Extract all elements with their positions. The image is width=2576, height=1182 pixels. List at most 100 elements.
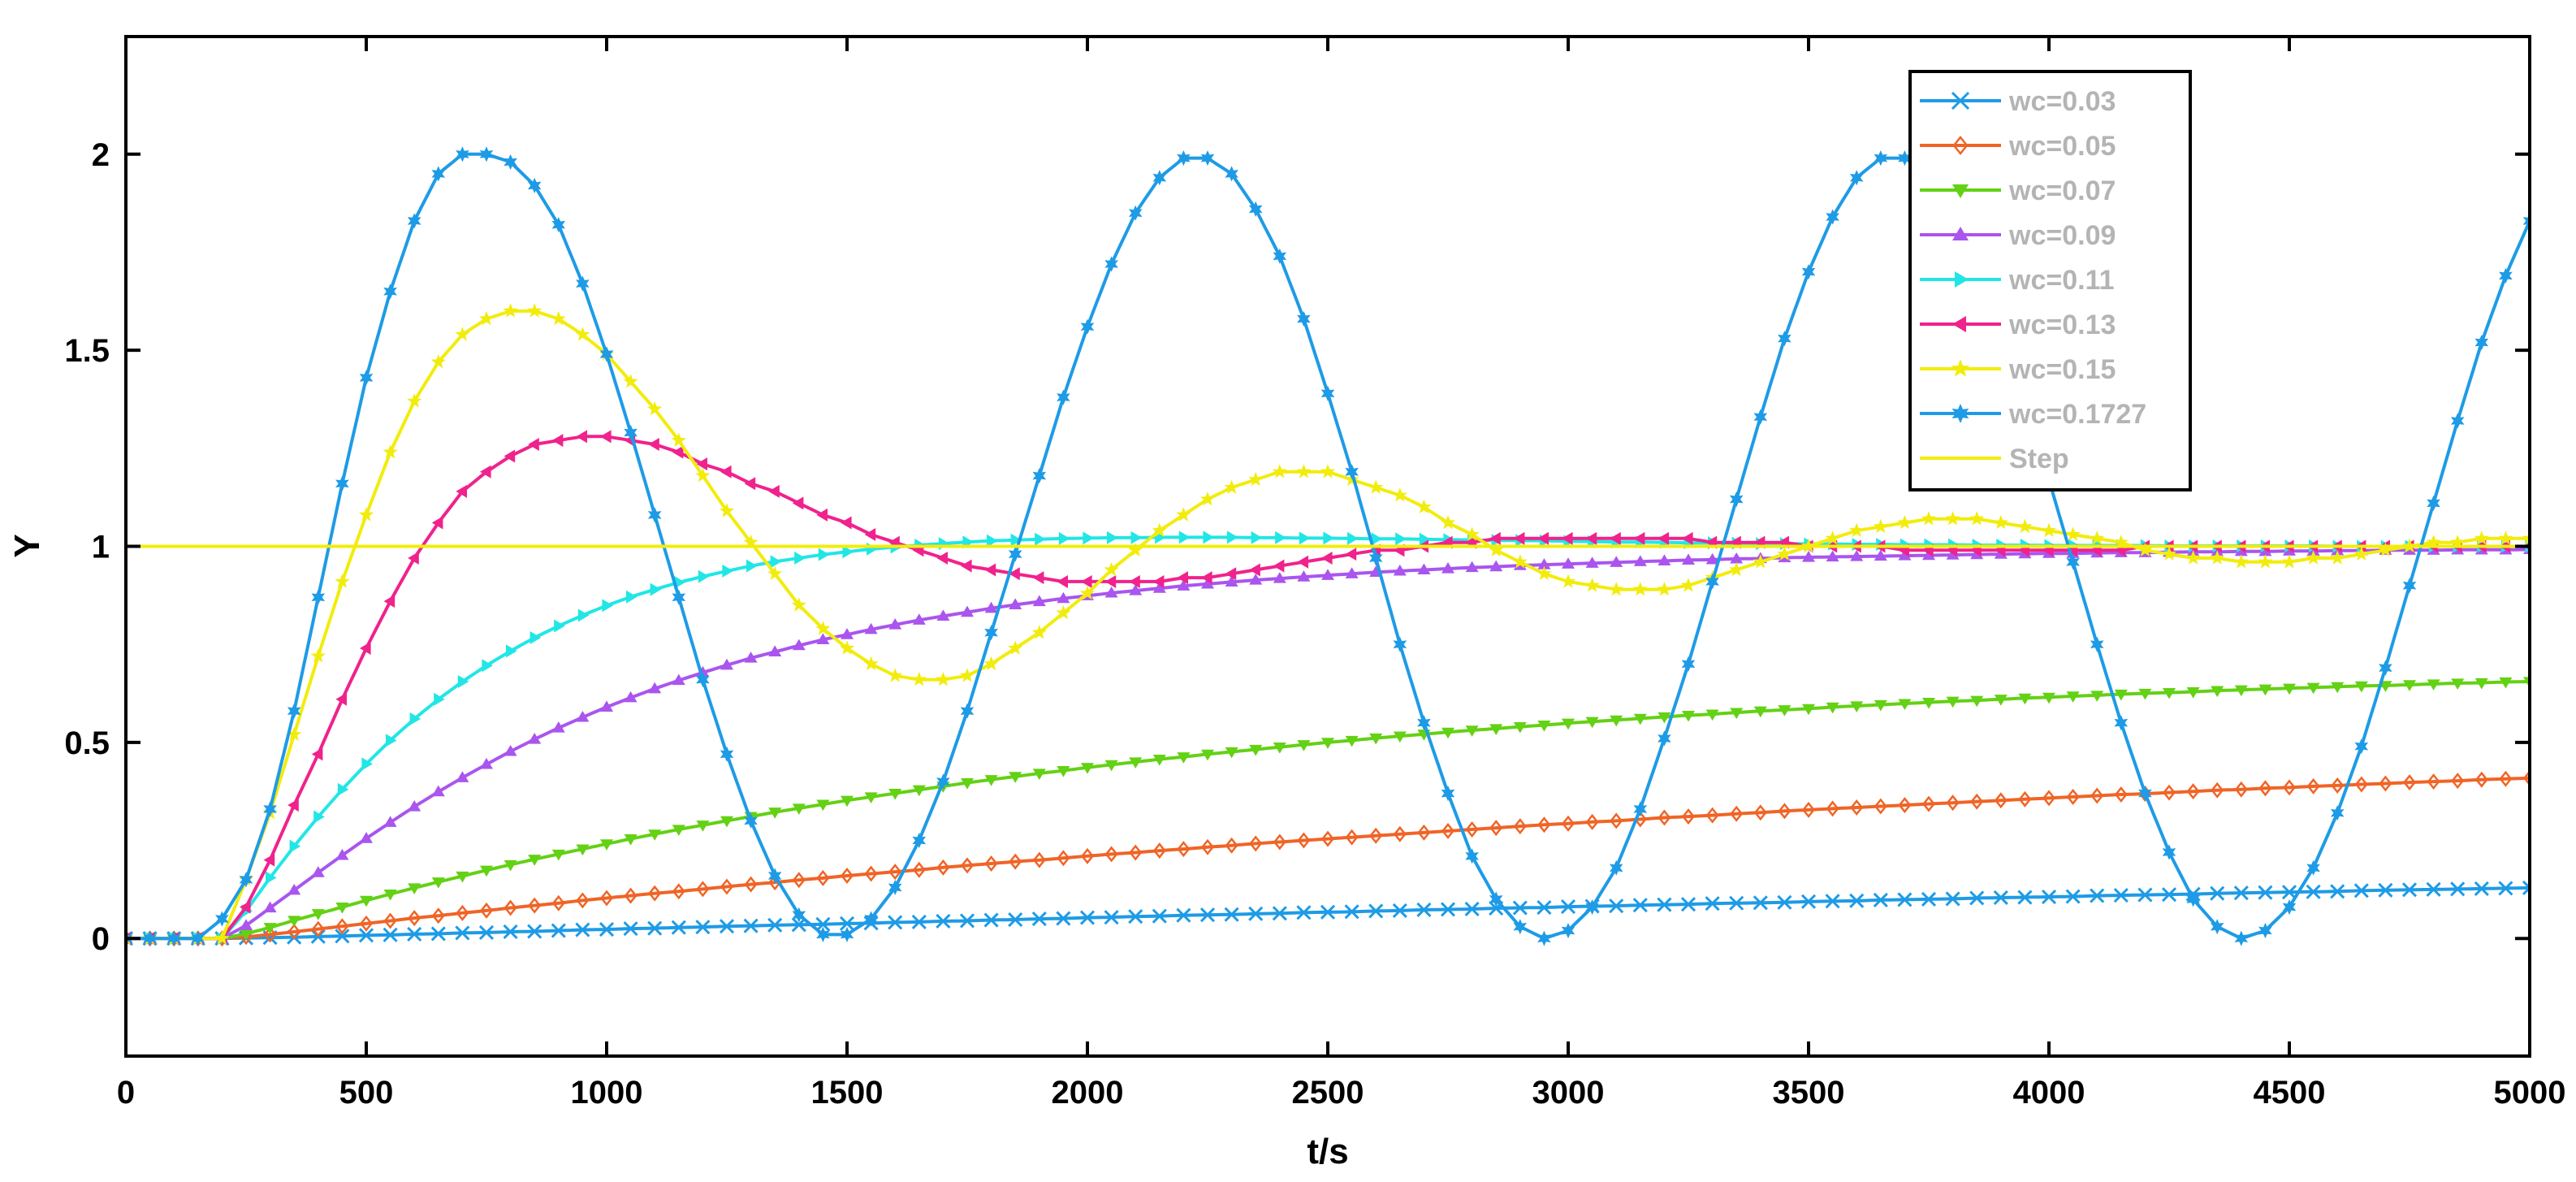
- series-wc-0-03-point: [1777, 894, 1792, 910]
- series-wc-0-07-point: [888, 788, 902, 800]
- series-wc-0-15-point: [1632, 582, 1648, 596]
- series-wc-0-05-point: [1489, 820, 1503, 837]
- series-wc-0-03-point: [888, 915, 903, 930]
- series-wc-0-15-point: [407, 393, 422, 408]
- series-wc-0-11-point: [602, 599, 613, 613]
- series-wc-0-05-point: [2499, 770, 2513, 787]
- series-wc-0-07-point: [1730, 708, 1744, 720]
- series-wc-0-1727-point: [143, 930, 157, 946]
- series-wc-0-09-point: [2234, 544, 2248, 556]
- series-wc-0-09-point: [287, 883, 301, 895]
- series-wc-0-13-point: [383, 595, 395, 608]
- series-wc-0-15-point: [1128, 542, 1143, 557]
- series-wc-0-15-point: [503, 303, 518, 318]
- series-wc-0-11-point: [770, 555, 782, 569]
- series-wc-0-07-point: [2066, 691, 2080, 703]
- series-wc-0-1727-point: [576, 275, 590, 292]
- series-wc-0-15-point: [2426, 535, 2441, 549]
- series-wc-0-03-point: [1849, 893, 1865, 908]
- series-wc-0-03-point: [1392, 903, 1407, 918]
- series-wc-0-05-point: [2114, 786, 2128, 803]
- series-wc-0-09-point: [1537, 558, 1551, 569]
- series-wc-0-07-point: [2499, 677, 2513, 689]
- series-wc-0-03-point: [936, 913, 951, 929]
- series-wc-0-07-point: [1441, 727, 1454, 739]
- y-tick-label: 0: [92, 921, 110, 957]
- series-wc-0-09-point: [1249, 574, 1263, 585]
- series-wc-0-09-point: [864, 622, 878, 634]
- series-wc-0-1727-point: [2402, 578, 2417, 594]
- series-wc-0-13-point: [1081, 574, 1092, 588]
- series-wc-0-07-point: [504, 859, 517, 872]
- series-wc-0-03-point: [647, 920, 663, 936]
- series-wc-0-1727-point: [1393, 636, 1407, 652]
- series-wc-0-09-point: [1032, 595, 1046, 607]
- series-wc-0-05-point: [1225, 837, 1238, 854]
- series-wc-0-03-point: [1825, 894, 1840, 909]
- series-wc-0-15-point: [1921, 511, 1937, 526]
- series-wc-0-15-point: [1897, 514, 1913, 530]
- series-wc-0-03-point: [2210, 885, 2225, 901]
- series-wc-0-03-point: [959, 913, 975, 929]
- series-wc-0-09-point: [311, 866, 325, 877]
- series-wc-0-1727-point: [504, 154, 517, 171]
- series-wc-0-15-point: [1320, 464, 1336, 478]
- series-wc-0-03-point: [575, 922, 590, 937]
- series-wc-0-05-point: [1177, 841, 1191, 858]
- series-wc-0-07-point: [1104, 760, 1118, 772]
- series-wc-0-05-point: [1297, 832, 1311, 849]
- series-wc-0-05-point: [1465, 821, 1479, 838]
- series-wc-0-09-point: [768, 645, 782, 656]
- series-wc-0-15-point: [2498, 530, 2513, 545]
- series-wc-0-15-point: [2522, 530, 2530, 545]
- series-wc-0-03-point: [1993, 890, 2008, 906]
- series-wc-0-09-point: [1850, 550, 1864, 561]
- series-wc-0-15-point: [959, 668, 975, 682]
- series-wc-0-11-point: [577, 608, 590, 622]
- series-wc-0-13-point: [1225, 567, 1237, 581]
- series-wc-0-09-point: [1297, 570, 1311, 582]
- series-wc-0-07-point: [1994, 695, 2008, 706]
- series-wc-0-03-point: [1031, 911, 1047, 927]
- series-wc-0-13-point: [1104, 574, 1117, 588]
- series-wc-0-07-point: [984, 775, 998, 786]
- series-wc-0-1727-point: [215, 911, 229, 927]
- series-wc-0-03-point: [2041, 889, 2057, 905]
- series-wc-0-15-point: [1680, 578, 1696, 592]
- series-wc-0-1727-point: [2162, 844, 2176, 860]
- series-wc-0-15-point: [647, 401, 663, 416]
- series-wc-0-11-point: [794, 551, 806, 565]
- series-wc-0-1727-point: [1489, 891, 1503, 907]
- series-wc-0-05-point: [2474, 771, 2488, 788]
- x-tick-label: 1000: [571, 1075, 643, 1111]
- series-wc-0-15-point: [1873, 518, 1888, 534]
- y-tick-label: 2: [92, 137, 110, 173]
- series-wc-0-03-point: [695, 920, 711, 935]
- series-wc-0-05-point: [1369, 827, 1383, 844]
- series-wc-0-09-point: [1273, 572, 1286, 583]
- series-wc-0-15-point: [1224, 479, 1239, 494]
- series-wc-0-1727-point: [407, 213, 421, 229]
- series-wc-0-03-point: [2281, 885, 2297, 900]
- series-wc-0-11-point: [1323, 531, 1334, 545]
- series-wc-0-03-point: [2378, 882, 2393, 898]
- legend-step: Step: [1920, 444, 2069, 474]
- series-wc-0-07-point: [335, 902, 349, 914]
- series-layer: [126, 146, 2530, 947]
- series-wc-0-07-point: [672, 825, 685, 837]
- series-wc-0-03-point: [2233, 885, 2249, 901]
- series-wc-0-11-point: [482, 659, 493, 673]
- series-wc-0-07-point: [263, 923, 277, 934]
- series-wc-0-09-point: [360, 832, 373, 843]
- series-wc-0-15-point: [911, 672, 927, 686]
- series-wc-0-07-point: [1081, 763, 1094, 774]
- series-wc-0-15-point: [743, 535, 759, 549]
- series-wc-0-15-point: [1825, 530, 1840, 545]
- series-wc-0-11-point: [1203, 530, 1214, 544]
- series-wc-0-07-point: [1633, 713, 1647, 725]
- series-wc-0-15-point: [1537, 565, 1552, 581]
- series-wc-0-11-point: [1419, 532, 1431, 546]
- series-wc-0-1727-point: [431, 166, 446, 182]
- series-wc-0-07-point: [1225, 747, 1238, 759]
- series-wc-0-1727-point: [960, 703, 975, 719]
